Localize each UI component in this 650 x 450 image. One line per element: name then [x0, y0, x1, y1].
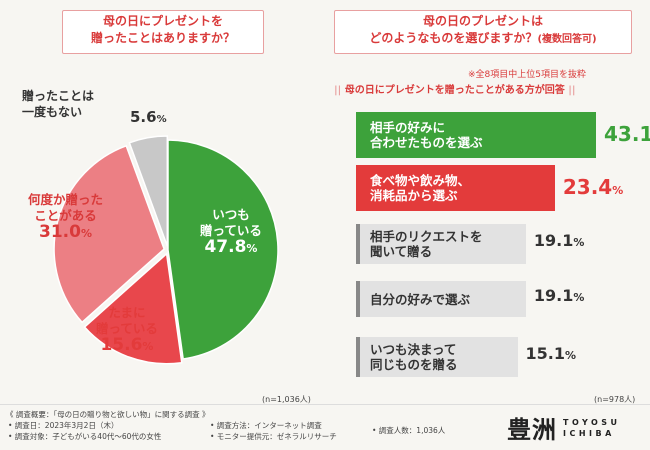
bar-value-number: 19.1 — [533, 231, 574, 250]
bar-value-unit: % — [612, 184, 624, 197]
slice-unit-several: % — [80, 227, 92, 240]
slice-label-never-line1: 贈ったことは — [22, 89, 95, 103]
slice-never — [128, 135, 169, 247]
respondent-subtitle-text: 母の日にプレゼントを贈ったことがある方が回答 — [344, 85, 565, 96]
bar-label-line1: 相手の好みに — [370, 120, 446, 135]
slice-label-always-line2: 贈っている — [200, 223, 262, 238]
slice-value-sometimes: 15.6 — [100, 335, 143, 355]
bar-food-consumables: 食べ物や飲み物、 消耗品から選ぶ — [356, 165, 555, 211]
slice-label-always: いつも 贈っている 47.8% — [200, 207, 262, 257]
bar-label-line2: 消耗品から選ぶ — [370, 188, 458, 203]
slice-unit-always: % — [246, 242, 258, 255]
right-question-line1: 母の日のプレゼントは — [422, 14, 543, 28]
bar-value-number: 43.1 — [604, 122, 650, 146]
bar-preference: 相手の好みに 合わせたものを選ぶ — [356, 112, 596, 158]
left-question-line2: 贈ったことはありますか？ — [90, 31, 235, 45]
slice-label-several: 何度か贈った ことがある 31.0% — [28, 192, 103, 242]
bar-label-line2: 合わせたものを選ぶ — [370, 135, 483, 150]
slice-sometimes — [83, 252, 183, 365]
bar-value-preference: 43.1% — [604, 122, 650, 146]
pie-n-label: (n=1,036人) — [262, 395, 311, 404]
logo-kanji: 豊洲 — [507, 416, 557, 444]
bar-own-preference: 自分の好みで選ぶ — [356, 281, 526, 317]
survey-target: • 調査対象：子どもがいる40代〜60代の女性 — [8, 432, 162, 441]
slice-value-several: 31.0 — [39, 222, 81, 242]
survey-provider: • モニター提供元：ゼネラルリサーチ — [210, 432, 337, 441]
bar-value-unit: % — [565, 349, 577, 362]
bar-label-line2: 聞いて贈る — [370, 244, 433, 259]
bar-value-own-preference: 19.1% — [534, 286, 585, 305]
slice-unit-never: % — [156, 114, 167, 125]
bar-request: 相手のリクエストを 聞いて贈る — [356, 224, 526, 264]
slice-label-sometimes: たまに 贈っている 15.6% — [96, 305, 158, 355]
survey-overview: 《 調査概要：「母の日の贈り物と欲しい物」に関する調査 》 — [6, 410, 210, 419]
bar-value-number: 23.4 — [562, 175, 613, 199]
respondent-subtitle: || 母の日にプレゼントを贈ったことがある方が回答 || — [334, 85, 576, 96]
bar-n-label: (n=978人) — [594, 395, 636, 404]
slice-value-never-wrap: 5.6% — [130, 107, 167, 126]
bar-value-request: 19.1% — [534, 231, 585, 250]
slice-label-always-line1: いつも — [212, 207, 250, 222]
right-question-suffix: (複数回答可) — [537, 34, 597, 45]
bar-label-line1: 自分の好みで選ぶ — [370, 291, 471, 307]
bar-label-line1: 相手のリクエストを — [370, 229, 483, 244]
pie-chart — [53, 135, 279, 365]
bar-label-line1: いつも決まって — [370, 342, 457, 357]
slice-unit-sometimes: % — [142, 340, 154, 353]
footer-divider — [0, 404, 650, 405]
bar-label-line1: 食べ物や飲み物、 — [370, 173, 471, 188]
slice-label-never-line2: 一度もない — [22, 105, 83, 119]
left-question-box: 母の日にプレゼントを 贈ったことはありますか？ — [62, 10, 264, 54]
survey-count: • 調査人数：1,036人 — [372, 426, 446, 435]
survey-method: • 調査方法：インターネット調査 — [210, 421, 322, 430]
survey-date: • 調査日：2023年3月2日（木） — [8, 421, 119, 430]
bar-same-every-time: いつも決まって 同じものを贈る — [356, 337, 518, 377]
logo-line2: ICHIBA — [563, 428, 615, 438]
slice-label-never: 贈ったことは 一度もない — [22, 88, 94, 120]
selection-note: ※全8項目中上位5項目を抜粋 — [468, 70, 586, 80]
right-question-box: 母の日のプレゼントは どのようなものを選びますか？(複数回答可) — [334, 10, 632, 54]
bar-value-number: 19.1 — [533, 286, 574, 305]
bar-value-number: 15.1 — [525, 344, 565, 363]
bar-label-line2: 同じものを贈る — [370, 357, 458, 372]
logo-line1: TOYOSU — [563, 417, 621, 427]
slice-value-never: 5.6 — [130, 108, 157, 126]
left-question-line1: 母の日にプレゼントを — [102, 14, 223, 28]
slice-always — [167, 139, 279, 360]
toyosu-logo: 豊洲 TOYOSU ICHIBA — [507, 410, 621, 445]
bar-value-same-every-time: 15.1% — [526, 344, 577, 363]
slice-several — [53, 144, 165, 324]
bar-value-unit: % — [573, 236, 585, 249]
slice-value-always: 47.8 — [204, 237, 247, 257]
slice-label-sometimes-line2: 贈っている — [96, 321, 158, 336]
bar-value-unit: % — [573, 291, 585, 304]
slice-label-sometimes-line1: たまに — [108, 305, 146, 320]
slice-label-several-line2: ことがある — [34, 208, 97, 223]
bar-value-food-consumables: 23.4% — [563, 175, 623, 199]
right-question-line2: どのようなものを選びますか？ — [369, 31, 538, 45]
slice-label-several-line1: 何度か贈った — [28, 192, 104, 207]
